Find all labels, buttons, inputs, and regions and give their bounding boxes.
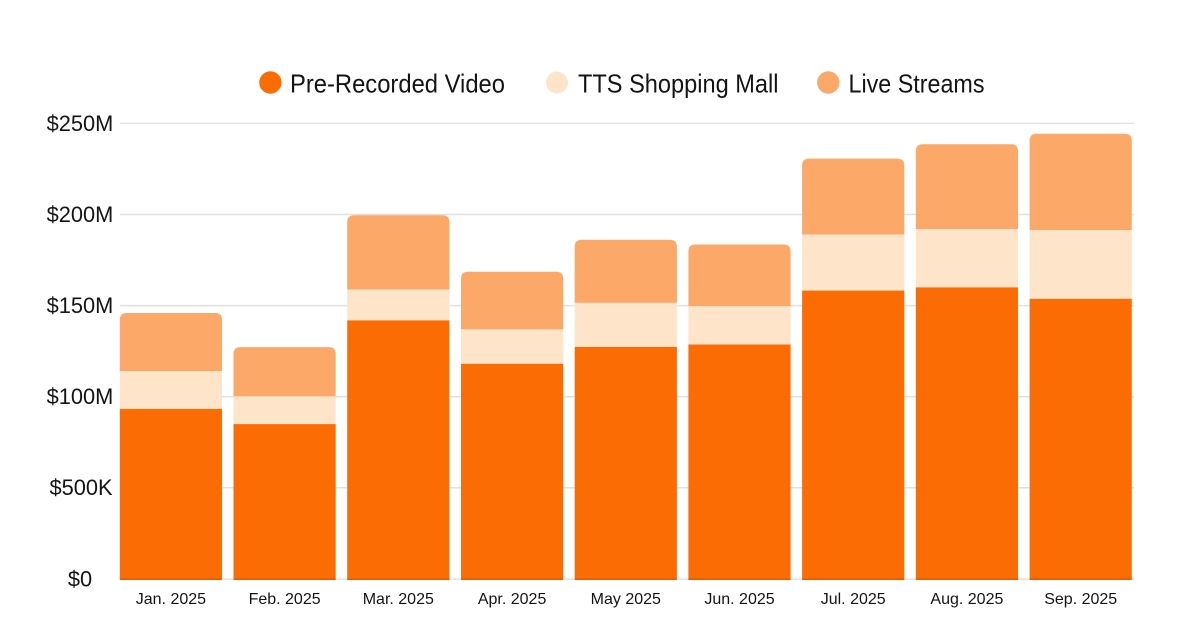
svg-text:$200M: $200M	[47, 202, 114, 227]
svg-text:TTS Shopping Mall: TTS Shopping Mall	[578, 69, 779, 99]
svg-text:Pre-Recorded Video: Pre-Recorded Video	[290, 69, 505, 99]
svg-text:May 2025: May 2025	[591, 591, 661, 608]
svg-text:$500K: $500K	[49, 475, 112, 500]
svg-text:$250M: $250M	[47, 111, 114, 136]
svg-text:$150M: $150M	[47, 293, 114, 318]
svg-text:Mar. 2025: Mar. 2025	[363, 591, 434, 608]
svg-text:Sep. 2025: Sep. 2025	[1044, 591, 1117, 608]
svg-text:Jun. 2025: Jun. 2025	[704, 591, 774, 608]
svg-text:$0: $0	[68, 566, 92, 591]
svg-text:Feb. 2025: Feb. 2025	[249, 591, 321, 608]
svg-text:$100M: $100M	[47, 384, 114, 409]
svg-text:Jul. 2025: Jul. 2025	[821, 591, 886, 608]
svg-text:Live Streams: Live Streams	[849, 69, 985, 99]
svg-text:Jan. 2025: Jan. 2025	[136, 591, 206, 608]
svg-text:Aug. 2025: Aug. 2025	[930, 591, 1003, 608]
svg-text:Apr. 2025: Apr. 2025	[478, 591, 547, 608]
